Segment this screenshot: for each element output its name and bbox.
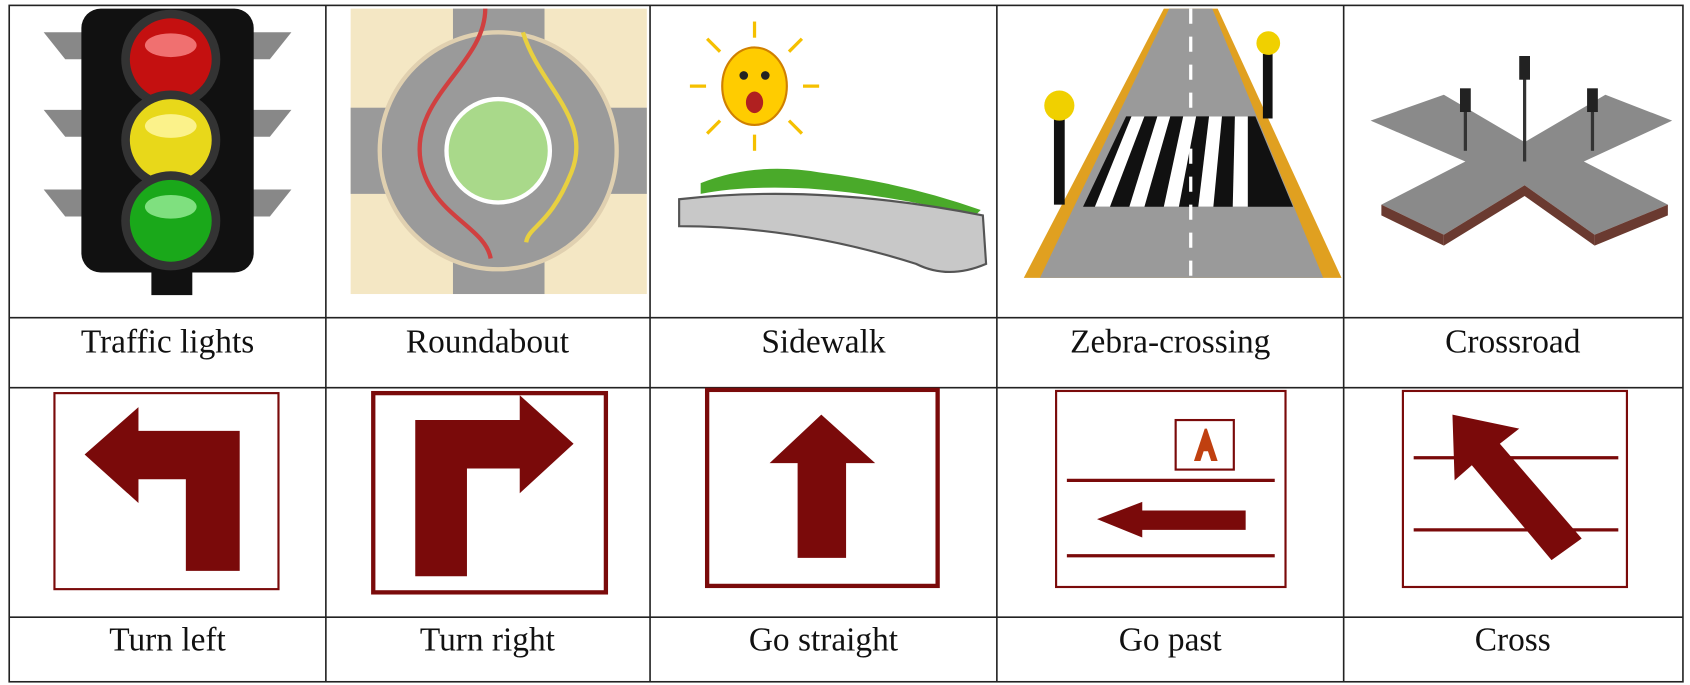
label: Cross — [1475, 622, 1551, 659]
label: Crossroad — [1445, 323, 1581, 360]
label: Traffic lights — [81, 323, 254, 360]
label: Roundabout — [406, 323, 570, 360]
crossroad-image — [1370, 56, 1673, 246]
cross-sign — [1401, 389, 1629, 589]
go-past-sign — [1055, 389, 1287, 589]
label: Go past — [1119, 622, 1223, 659]
label: Go straight — [749, 622, 899, 659]
turn-right-sign — [371, 390, 609, 595]
turn-left-sign — [53, 392, 280, 591]
traffic-light-image — [43, 8, 292, 296]
table-grid — [8, 4, 1684, 683]
roundabout-image — [350, 8, 647, 295]
sidewalk-image — [678, 21, 988, 273]
label: Turn left — [109, 622, 226, 659]
go-straight-sign — [704, 387, 940, 589]
label: Turn right — [420, 622, 556, 659]
zebra-crossing-image — [1023, 8, 1342, 278]
label: Sidewalk — [761, 323, 886, 360]
label: Zebra-crossing — [1070, 323, 1270, 360]
